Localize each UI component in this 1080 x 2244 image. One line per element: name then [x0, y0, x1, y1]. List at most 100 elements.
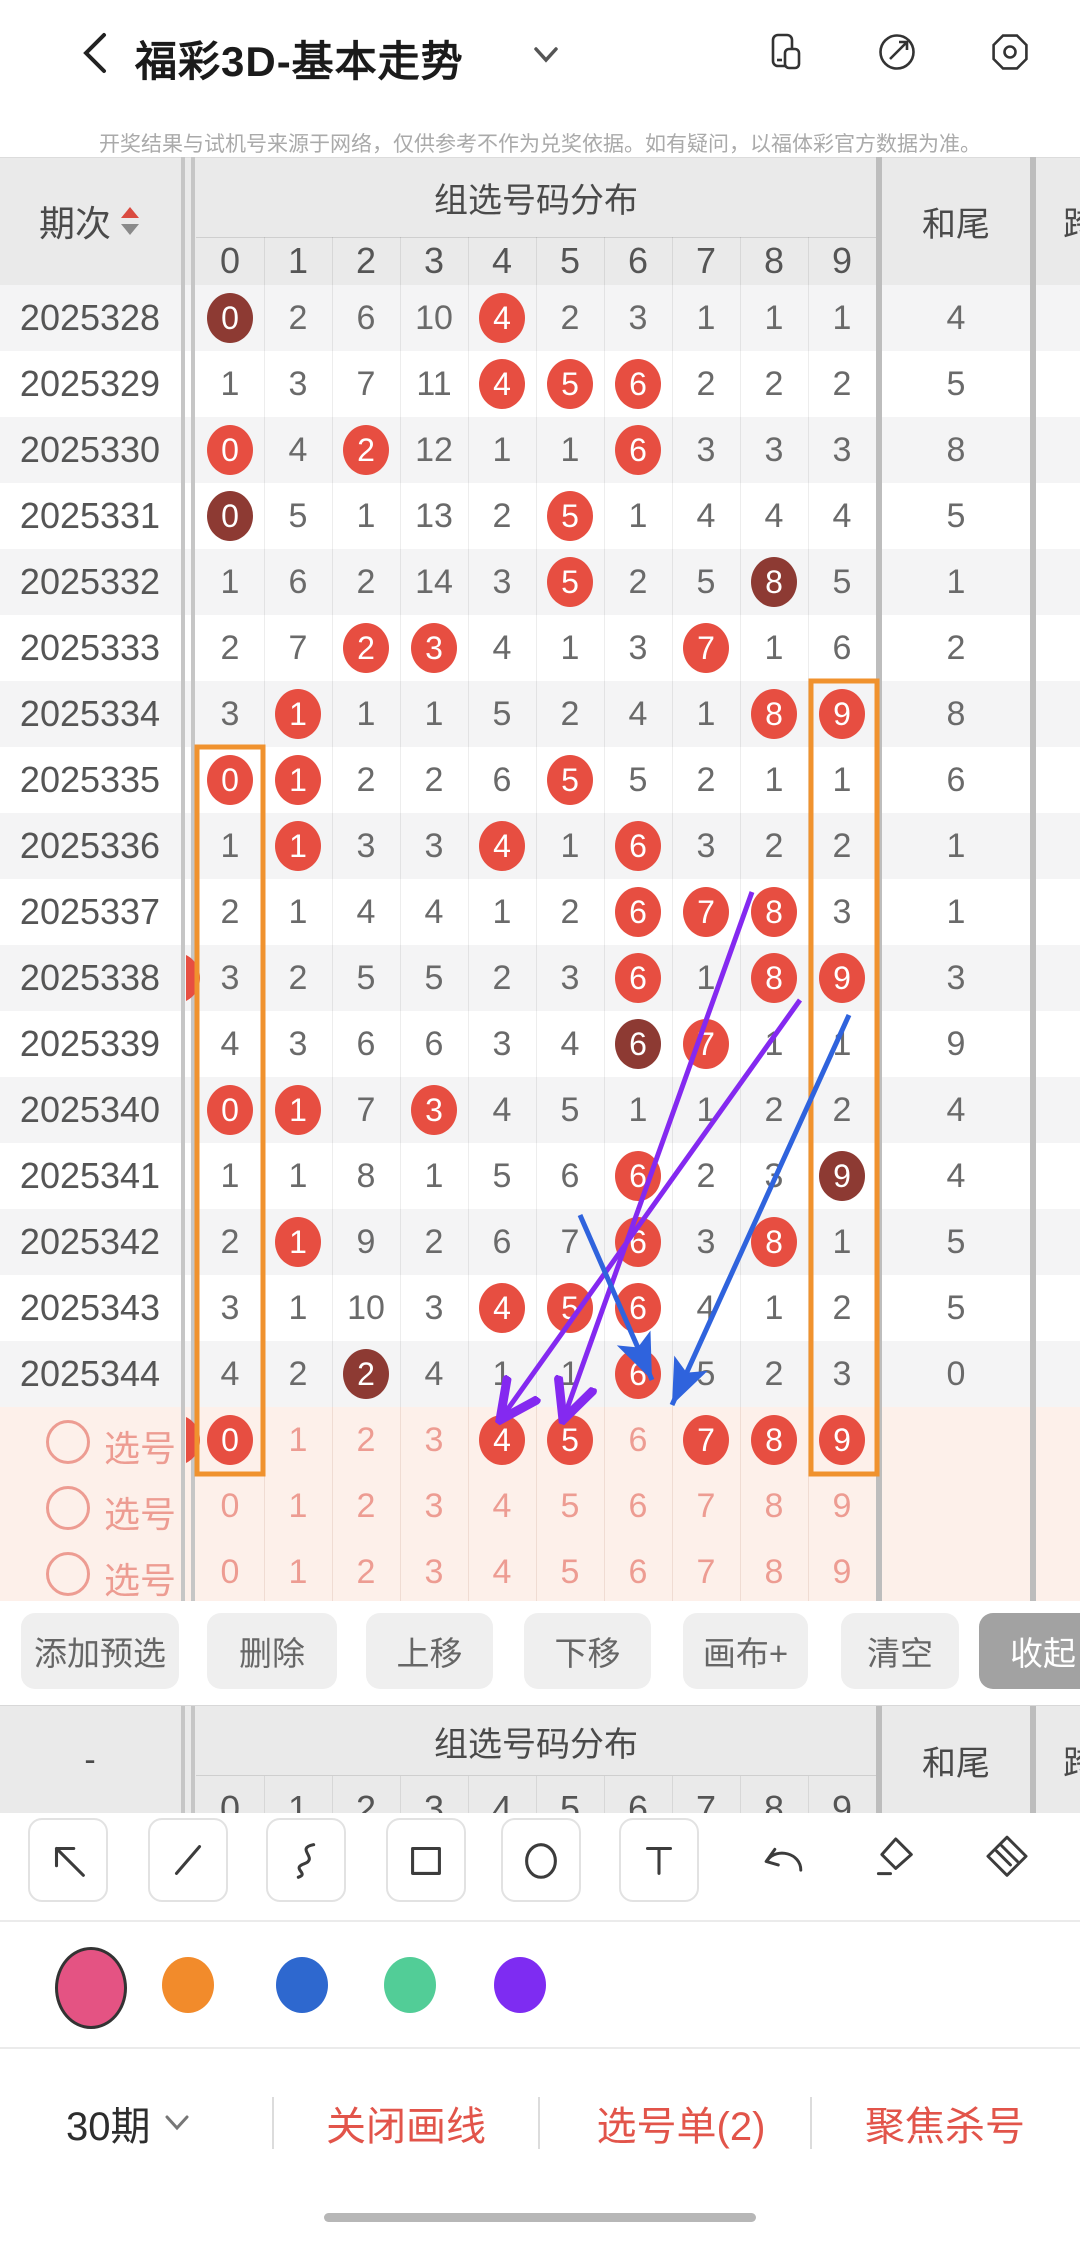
number-cell[interactable]: 6 [604, 1209, 673, 1275]
number-cell[interactable]: 5 [536, 1275, 605, 1341]
number-cell[interactable]: 5 [672, 549, 741, 615]
number-cell[interactable]: 8 [740, 879, 809, 945]
pick-number-cell[interactable]: 6 [604, 1539, 673, 1605]
number-cell[interactable]: 5 [332, 945, 401, 1011]
number-cell[interactable]: 10 [400, 285, 469, 351]
number-cell[interactable]: 1 [604, 1077, 673, 1143]
number-cell[interactable]: 8 [740, 549, 809, 615]
palette-color-2[interactable] [162, 1957, 214, 2013]
period-count-select[interactable]: 30期 [66, 2095, 191, 2151]
number-cell[interactable]: 2 [332, 615, 401, 681]
number-cell[interactable]: 1 [468, 1341, 537, 1407]
number-cell[interactable]: 6 [332, 285, 401, 351]
number-cell[interactable]: 5 [536, 483, 605, 549]
number-cell[interactable]: 13 [400, 483, 469, 549]
curve-tool-button[interactable] [266, 1818, 346, 1902]
pick-number-cell[interactable]: 7 [672, 1407, 741, 1473]
number-cell[interactable]: 6 [264, 549, 333, 615]
number-cell[interactable]: 4 [196, 1011, 265, 1077]
number-cell[interactable]: 3 [400, 1275, 469, 1341]
number-cell[interactable]: 3 [196, 1275, 265, 1341]
number-cell[interactable]: 9 [808, 681, 877, 747]
number-cell[interactable]: 6 [604, 1011, 673, 1077]
pick-number-cell[interactable]: 9 [808, 1407, 877, 1473]
number-cell[interactable]: 2 [468, 945, 537, 1011]
number-cell[interactable]: 5 [264, 483, 333, 549]
number-cell[interactable]: 0 [196, 1077, 265, 1143]
number-cell[interactable]: 0 [196, 747, 265, 813]
number-cell[interactable]: 6 [332, 1011, 401, 1077]
number-cell[interactable]: 4 [672, 1275, 741, 1341]
clear-canvas-button[interactable] [979, 1826, 1035, 1890]
number-cell[interactable]: 3 [672, 813, 741, 879]
pick-radio-button[interactable] [46, 1486, 90, 1530]
number-cell[interactable]: 8 [740, 1209, 809, 1275]
pick-number-cell[interactable]: 2 [332, 1407, 401, 1473]
pick-number-cell[interactable]: 3 [400, 1473, 469, 1539]
pick-number-cell[interactable]: 3 [400, 1539, 469, 1605]
number-cell[interactable]: 1 [196, 1143, 265, 1209]
home-indicator[interactable] [324, 2213, 756, 2222]
number-cell[interactable]: 2 [264, 945, 333, 1011]
pick-number-cell[interactable]: 6 [604, 1407, 673, 1473]
number-cell[interactable]: 7 [332, 351, 401, 417]
number-cell[interactable]: 9 [332, 1209, 401, 1275]
number-cell[interactable]: 1 [536, 417, 605, 483]
number-cell[interactable]: 5 [468, 681, 537, 747]
pick-number-cell[interactable]: 2 [332, 1539, 401, 1605]
number-cell[interactable]: 5 [672, 1341, 741, 1407]
number-cell[interactable]: 2 [536, 879, 605, 945]
pick-number-cell[interactable]: 4 [468, 1473, 537, 1539]
number-cell[interactable]: 3 [468, 1011, 537, 1077]
palette-color-4[interactable] [384, 1957, 436, 2013]
number-cell[interactable]: 7 [672, 1011, 741, 1077]
number-cell[interactable]: 3 [536, 945, 605, 1011]
number-cell[interactable]: 8 [740, 945, 809, 1011]
number-cell[interactable]: 5 [536, 1077, 605, 1143]
pick-number-cell[interactable]: 1 [264, 1473, 333, 1539]
palette-color-1-selected[interactable] [55, 1947, 127, 2029]
number-cell[interactable]: 2 [332, 1341, 401, 1407]
number-cell[interactable]: 1 [264, 813, 333, 879]
number-cell[interactable]: 1 [536, 615, 605, 681]
pick-number-cell[interactable]: 4 [468, 1407, 537, 1473]
text-tool-button[interactable] [619, 1818, 699, 1902]
number-cell[interactable]: 9 [808, 1143, 877, 1209]
number-cell[interactable]: 6 [604, 945, 673, 1011]
circle-tool-button[interactable] [501, 1818, 581, 1902]
number-cell[interactable]: 1 [400, 1143, 469, 1209]
palette-color-3[interactable] [276, 1957, 328, 2013]
number-cell[interactable]: 2 [332, 747, 401, 813]
number-cell[interactable]: 3 [400, 1077, 469, 1143]
number-cell[interactable]: 2 [808, 813, 877, 879]
close-drawing-button[interactable]: 关闭画线 [326, 2105, 486, 2149]
number-cell[interactable]: 4 [332, 879, 401, 945]
pick-number-cell[interactable]: 8 [740, 1407, 809, 1473]
rectangle-tool-button[interactable] [386, 1818, 466, 1902]
number-cell[interactable]: 7 [672, 615, 741, 681]
number-cell[interactable]: 4 [468, 285, 537, 351]
pick-number-cell[interactable]: 7 [672, 1473, 741, 1539]
number-cell[interactable]: 1 [536, 813, 605, 879]
number-cell[interactable]: 3 [196, 945, 265, 1011]
number-cell[interactable]: 3 [604, 615, 673, 681]
number-cell[interactable]: 1 [468, 879, 537, 945]
number-cell[interactable]: 3 [468, 549, 537, 615]
number-cell[interactable]: 2 [400, 1209, 469, 1275]
number-cell[interactable]: 3 [196, 681, 265, 747]
number-cell[interactable]: 3 [808, 1341, 877, 1407]
number-cell[interactable]: 2 [672, 351, 741, 417]
eraser-button[interactable] [866, 1826, 922, 1890]
number-cell[interactable]: 2 [196, 615, 265, 681]
number-cell[interactable]: 5 [808, 549, 877, 615]
number-cell[interactable]: 8 [740, 681, 809, 747]
number-cell[interactable]: 2 [196, 1209, 265, 1275]
number-cell[interactable]: 12 [400, 417, 469, 483]
number-cell[interactable]: 2 [468, 483, 537, 549]
pick-number-cell[interactable]: 9 [808, 1473, 877, 1539]
number-cell[interactable]: 3 [672, 417, 741, 483]
number-cell[interactable]: 4 [196, 1341, 265, 1407]
number-cell[interactable]: 3 [740, 1143, 809, 1209]
number-cell[interactable]: 7 [672, 879, 741, 945]
number-cell[interactable]: 3 [264, 1011, 333, 1077]
